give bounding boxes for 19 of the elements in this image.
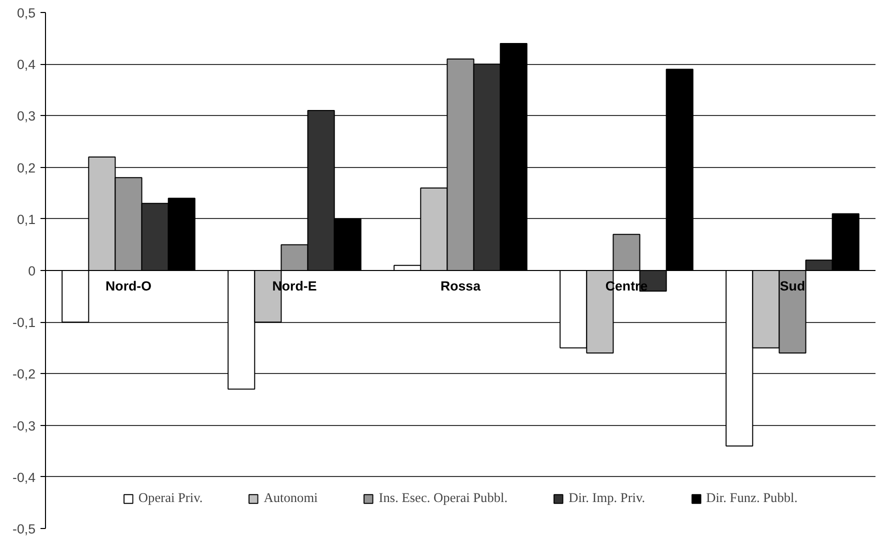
y-tick-label: 0,2 xyxy=(16,160,36,176)
x-tick-label: Sud xyxy=(780,278,806,294)
y-tick-label: -0,4 xyxy=(12,470,36,485)
legend-label: Operai Priv. xyxy=(138,490,203,506)
y-tick-label: 0,1 xyxy=(16,212,36,227)
y-tick-label: -0,3 xyxy=(12,418,36,434)
y-tick-label: 0 xyxy=(28,264,36,278)
y-tick-label: 0,4 xyxy=(16,57,36,72)
y-tick-label: -0,5 xyxy=(12,522,36,536)
legend-label: Ins. Esec. Operai Pubbl. xyxy=(378,490,508,506)
x-tick-label: Rossa xyxy=(440,278,482,294)
legend-label: Autonomi xyxy=(264,490,318,506)
legend-label: Dir. Imp. Priv. xyxy=(568,490,646,506)
y-tick-label: -0,2 xyxy=(12,366,36,382)
y-tick-label: 0,5 xyxy=(16,6,36,20)
legend-label: Dir. Funz. Pubbl. xyxy=(706,490,798,506)
y-tick-label: 0,3 xyxy=(16,108,36,124)
x-tick-label: Nord-O xyxy=(106,278,152,294)
y-tick-label: -0,1 xyxy=(12,315,36,330)
